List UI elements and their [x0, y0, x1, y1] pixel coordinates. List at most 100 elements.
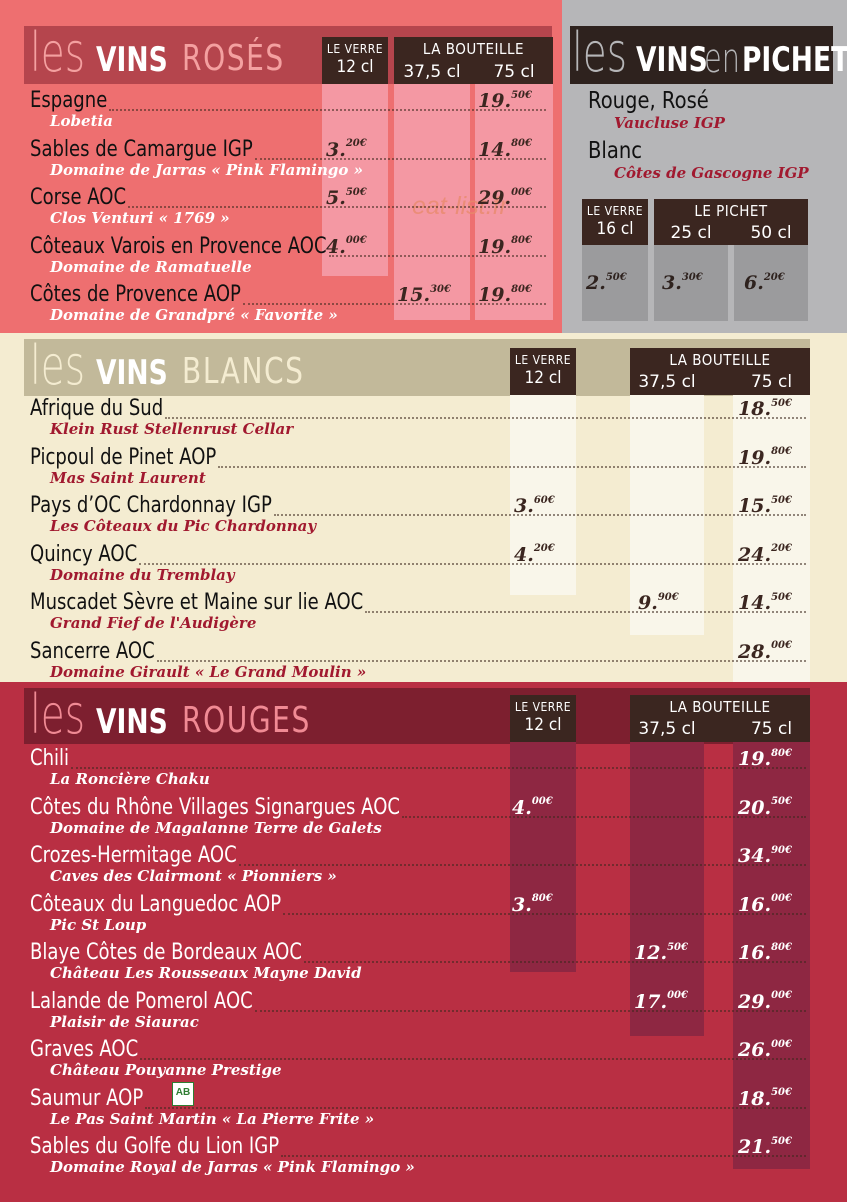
- rouges-bouteille-header: LA BOUTEILLE: [630, 695, 810, 742]
- blancs-title: les VINS BLANCS: [30, 334, 305, 397]
- leader-dots: [242, 301, 546, 305]
- leader-dots: [139, 561, 806, 565]
- wine-name: Pays d’OC Chardonnay IGP: [30, 493, 272, 518]
- price-bottle-75: 15.50€: [738, 494, 792, 517]
- leader-dots: [109, 107, 546, 111]
- price-bottle-75: 14.80€: [478, 138, 532, 161]
- wine-row: Quincy AOC Domaine du Tremblay 4.20€ 24.20€: [30, 542, 808, 590]
- wine-name: Chili: [30, 746, 70, 771]
- wine-name: Graves AOC: [30, 1037, 139, 1062]
- leader-dots: [281, 1153, 806, 1157]
- wine-name: Espagne: [30, 88, 108, 113]
- price-glass: 4.20€: [514, 543, 555, 566]
- wine-producer: Château Pouyanne Prestige: [50, 1061, 282, 1079]
- pichet-pichet-header: LE PICHET: [654, 199, 808, 245]
- section-pichet: les VINS en PICHET Rouge, Rosé Vaucluse …: [562, 0, 847, 333]
- blancs-verre-column: [510, 395, 576, 595]
- wine-producer: Domaine de Jarras « Pink Flamingo »: [50, 160, 363, 179]
- pichet-wine-rouge: Rouge, Rosé Vaucluse IGP: [588, 88, 725, 132]
- leader-dots: [273, 512, 806, 516]
- pichet-50-column: [734, 245, 808, 321]
- price-bottle-75: 16.80€: [738, 941, 792, 964]
- wine-producer: Pic St Loup: [50, 915, 147, 934]
- rouges-verre-header: LE VERRE 12 cl: [510, 695, 576, 742]
- section-rouges: les VINS ROUGES LE VERRE 12 cl LA BOUTEI…: [0, 682, 847, 1202]
- price-bottle-75: 19.50€: [478, 89, 532, 112]
- price-bottle-75: 14.50€: [738, 591, 792, 614]
- leader-dots: [165, 415, 806, 419]
- price-bottle-375: 12.50€: [634, 941, 688, 964]
- wine-name: Muscadet Sèvre et Maine sur lie AOC: [30, 590, 364, 615]
- price-bottle-375: 9.90€: [638, 591, 679, 614]
- pichet-price-verre: 2.50€: [586, 271, 627, 294]
- blancs-75-column: [733, 395, 810, 682]
- blancs-verre-header: LE VERRE 12 cl: [510, 348, 576, 395]
- wine-row: Espagne Lobetia 19.50€: [30, 88, 548, 136]
- wine-row: Côtes de Provence AOP Domaine de Grandpré…: [30, 282, 548, 330]
- wine-row: Picpoul de Pinet AOP Mas Saint Laurent 19.…: [30, 445, 808, 493]
- wine-name: Saumur AOP: [30, 1085, 144, 1111]
- pichet-verre-header: LE VERRE 16 cl: [582, 199, 648, 245]
- wine-producer: Lobetia: [50, 112, 113, 130]
- pichet-title: les VINS en PICHET: [572, 21, 847, 84]
- organic-label-icon: AB: [172, 1081, 194, 1106]
- leader-dots: [328, 253, 546, 257]
- price-bottle-375: 17.00€: [634, 990, 688, 1013]
- wine-row: Côteaux Varois en Provence AOC Domaine de…: [30, 234, 548, 282]
- price-bottle-75: 28.00€: [738, 640, 792, 663]
- wine-row: Graves AOC Château Pouyanne Prestige 26.00…: [30, 1037, 808, 1085]
- wine-name: Côtes du Rhône Villages Signargues AOC: [30, 794, 400, 820]
- pichet-price-25: 3.30€: [662, 271, 703, 294]
- pichet-verre-column: [582, 245, 648, 321]
- wine-producer: Plaisir de Siaurac: [50, 1012, 199, 1031]
- wine-name: Côteaux Varois en Provence AOC: [30, 233, 327, 259]
- wine-row: Chili La Roncière Chaku 19.80€: [30, 746, 808, 794]
- roses-75-size: 75 cl: [493, 62, 535, 82]
- wine-name: Afrique du Sud: [30, 396, 164, 421]
- price-bottle-75: 19.80€: [738, 747, 792, 770]
- wine-row: Corse AOC Clos Venturi « 1769 » 5.50€ 29.00…: [30, 185, 548, 233]
- wine-producer: Grand Fief de l'Audigère: [50, 614, 257, 632]
- wine-producer: Domaine de Ramatuelle: [50, 257, 252, 276]
- price-bottle-75: 16.00€: [738, 893, 792, 916]
- leader-dots: [140, 1056, 806, 1060]
- blancs-37-size: 37,5 cl: [638, 372, 696, 392]
- price-glass: 3.80€: [512, 893, 553, 916]
- wine-row: Pays d’OC Chardonnay IGP Les Côteaux du P…: [30, 493, 808, 541]
- wine-name: Sancerre AOC: [30, 638, 155, 664]
- wine-producer: Domaine de Magalanne Terre de Galets: [50, 818, 382, 837]
- wine-row: Saumur AOP Le Pas Saint Martin « La Pierr…: [30, 1081, 808, 1134]
- wine-producer: Domaine de Grandpré « Favorite »: [50, 306, 338, 324]
- price-glass: 4.00€: [512, 796, 553, 819]
- wine-producer: Domaine Girault « Le Grand Moulin »: [50, 662, 367, 681]
- wine-row: Sables de Camargue IGP Domaine de Jarras …: [30, 137, 548, 185]
- wine-producer: Klein Rust Stellenrust Cellar: [50, 420, 294, 438]
- wine-name: Lalande de Pomerol AOC: [30, 988, 253, 1014]
- leader-dots: [254, 156, 546, 160]
- wine-producer: Domaine Royal de Jarras « Pink Flamingo …: [50, 1158, 415, 1176]
- wine-producer: Les Côteaux du Pic Chardonnay: [50, 517, 317, 535]
- roses-verre-column: [322, 84, 388, 276]
- wine-row: Côteaux du Languedoc AOP Pic St Loup 3.80€…: [30, 892, 808, 940]
- pichet-25-size: 25 cl: [670, 223, 712, 243]
- leader-dots: [401, 814, 806, 818]
- wine-name: Picpoul de Pinet AOP: [30, 444, 217, 470]
- wine-row: Sables du Golfe du Lion IGP Domaine Royal…: [30, 1134, 808, 1182]
- section-roses: les VINS ROSÉS LE VERRE 12 cl LA BOUTEIL…: [0, 0, 562, 333]
- wine-name: Sables de Camargue IGP: [30, 136, 253, 162]
- wine-row: Afrique du Sud Klein Rust Stellenrust Cel…: [30, 396, 808, 444]
- wine-producer: Château Les Rousseaux Mayne David: [50, 964, 362, 982]
- price-bottle-75: 19.80€: [738, 446, 792, 469]
- roses-37-size: 37,5 cl: [403, 62, 461, 82]
- leader-dots: [156, 658, 806, 662]
- pichet-title-band: [570, 26, 833, 84]
- price-glass: 3.20€: [326, 138, 367, 161]
- blancs-75-size: 75 cl: [750, 372, 793, 392]
- price-bottle-75: 18.50€: [738, 397, 792, 420]
- leader-dots: [145, 1105, 806, 1109]
- wine-row: Côtes du Rhône Villages Signargues AOC Do…: [30, 795, 808, 843]
- wine-name: Crozes-Hermitage AOC: [30, 843, 237, 868]
- price-bottle-75: 19.80€: [478, 283, 532, 306]
- wine-row: Blaye Côtes de Bordeaux AOC Château Les R…: [30, 940, 808, 988]
- wine-producer: La Roncière Chaku: [50, 770, 210, 788]
